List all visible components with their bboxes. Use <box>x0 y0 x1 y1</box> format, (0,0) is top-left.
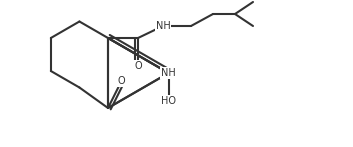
Text: NH: NH <box>161 68 176 78</box>
Text: HO: HO <box>161 96 176 106</box>
Text: NH: NH <box>156 21 170 31</box>
Text: O: O <box>134 61 142 71</box>
Text: O: O <box>118 76 125 86</box>
